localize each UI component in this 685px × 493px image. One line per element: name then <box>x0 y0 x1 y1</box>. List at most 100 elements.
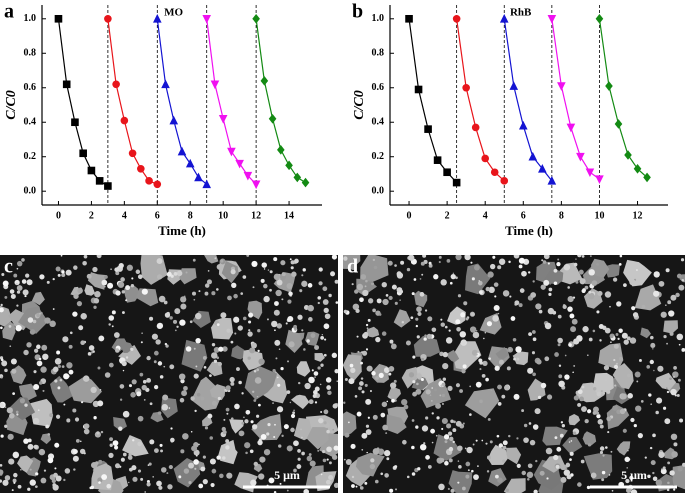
particle <box>678 284 685 291</box>
particle <box>497 312 500 315</box>
particle <box>485 377 489 382</box>
particle <box>314 376 316 378</box>
particle <box>603 365 610 371</box>
particle <box>96 255 102 259</box>
particle <box>321 333 324 336</box>
particle <box>359 381 364 386</box>
particle <box>59 378 63 382</box>
particle-cluster <box>542 426 568 446</box>
particle <box>152 476 154 478</box>
particle <box>497 265 502 270</box>
particle <box>104 275 108 279</box>
particle <box>244 442 251 449</box>
particle <box>446 259 451 263</box>
particle <box>518 264 523 269</box>
particle <box>449 436 454 441</box>
particle <box>547 394 553 400</box>
particle <box>189 320 193 324</box>
particle <box>448 446 454 452</box>
particle <box>0 469 4 476</box>
particle <box>101 279 108 286</box>
particle <box>509 295 512 298</box>
y-tick-label: 0.8 <box>372 48 385 59</box>
particle <box>328 475 334 481</box>
annotation: RhB <box>510 7 532 19</box>
particle <box>447 431 453 436</box>
particle <box>667 300 672 305</box>
particle <box>427 465 432 469</box>
particle <box>159 375 164 379</box>
marker <box>462 83 470 92</box>
particle <box>161 403 169 411</box>
series-line <box>206 18 257 185</box>
particle <box>314 401 318 404</box>
particle <box>348 378 355 385</box>
particle <box>226 328 231 333</box>
particle <box>131 465 137 471</box>
particle <box>78 287 83 291</box>
particle <box>448 458 453 463</box>
particle <box>308 453 312 456</box>
marker <box>260 76 269 86</box>
particle <box>362 350 368 356</box>
particle <box>382 424 389 431</box>
particle <box>137 415 144 422</box>
particle <box>664 418 671 425</box>
particle <box>257 439 263 446</box>
particle <box>306 339 310 343</box>
particle <box>532 337 537 342</box>
particle <box>478 290 483 295</box>
particle <box>52 484 59 491</box>
particle <box>457 481 460 484</box>
particle <box>276 279 283 286</box>
particle <box>156 322 164 329</box>
particle <box>245 409 251 415</box>
particle <box>473 264 480 271</box>
particle <box>88 345 95 351</box>
particle <box>216 288 219 291</box>
particle <box>425 454 430 460</box>
particle <box>442 377 447 381</box>
y-tick-label: 1.0 <box>372 13 385 24</box>
particle <box>465 317 469 321</box>
particle <box>567 295 574 303</box>
marker <box>277 145 285 155</box>
particle <box>60 255 63 257</box>
particle <box>360 361 363 365</box>
particle <box>619 255 623 258</box>
particle <box>518 303 523 308</box>
particle-cluster <box>120 341 134 353</box>
particle <box>225 445 230 450</box>
marker <box>643 172 651 183</box>
particle <box>274 301 279 306</box>
particle <box>104 372 111 378</box>
particle <box>478 280 480 282</box>
particle <box>90 386 97 394</box>
particle <box>599 446 605 451</box>
particle <box>596 262 600 266</box>
particle <box>326 385 332 390</box>
particle <box>587 443 592 447</box>
particle <box>323 353 327 357</box>
particle <box>391 398 395 403</box>
particle <box>526 471 534 479</box>
particle <box>266 318 269 321</box>
particle <box>274 339 281 346</box>
particle <box>456 326 461 332</box>
particle <box>644 456 647 459</box>
particle <box>602 392 606 395</box>
particle <box>359 486 364 490</box>
particle <box>272 369 276 373</box>
marker <box>605 81 613 91</box>
particle <box>290 427 295 433</box>
particle <box>558 374 563 379</box>
particle <box>331 454 338 460</box>
particle <box>227 295 232 301</box>
y-tick-label: 0.6 <box>372 82 385 93</box>
particle <box>6 407 13 414</box>
particle <box>193 298 196 301</box>
particle <box>97 366 101 370</box>
particle <box>416 306 422 313</box>
particle <box>431 400 433 402</box>
particle <box>452 272 455 275</box>
